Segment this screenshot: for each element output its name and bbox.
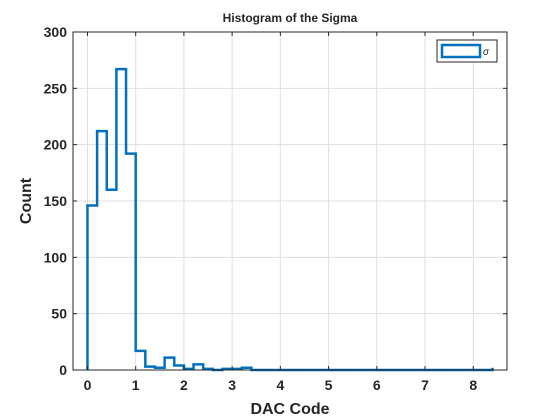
x-tick-label: 5 <box>325 377 333 393</box>
x-tick-label: 7 <box>421 377 429 393</box>
y-tick-label: 250 <box>44 80 68 96</box>
x-tick-label: 8 <box>469 377 477 393</box>
y-tick-label: 0 <box>59 362 67 378</box>
y-axis-title: Count <box>18 177 35 224</box>
x-tick-label: 1 <box>132 377 140 393</box>
y-tick-labels: 0 50 100 150 200 250 300 <box>44 24 68 378</box>
axis-ticks <box>73 31 507 371</box>
histogram-stairs <box>86 67 494 372</box>
legend-label: σ <box>483 47 490 58</box>
x-axis-title: DAC Code <box>250 401 329 418</box>
x-tick-label: 4 <box>276 377 284 393</box>
x-tick-label: 3 <box>228 377 236 393</box>
chart-title: Histogram of the Sigma <box>223 11 358 25</box>
legend: σ <box>436 39 498 63</box>
y-tick-label: 50 <box>51 306 67 322</box>
x-tick-label: 2 <box>180 377 188 393</box>
y-tick-label: 150 <box>44 193 68 209</box>
y-tick-label: 100 <box>44 249 68 265</box>
y-tick-label: 200 <box>44 137 68 153</box>
x-tick-label: 6 <box>373 377 381 393</box>
y-tick-label: 300 <box>44 24 68 40</box>
legend-swatch <box>440 43 482 59</box>
x-tick-label: 0 <box>84 377 92 393</box>
x-tick-labels: 0 1 2 3 4 5 6 7 8 <box>84 377 478 393</box>
